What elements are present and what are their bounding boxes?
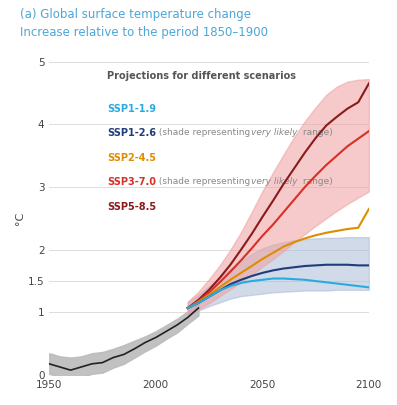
Text: range): range) — [300, 128, 333, 137]
Text: (shade representing: (shade representing — [156, 177, 253, 186]
Text: SSP1-2.6: SSP1-2.6 — [107, 128, 156, 139]
Text: SSP5-8.5: SSP5-8.5 — [107, 202, 156, 212]
Text: very likely: very likely — [251, 128, 297, 137]
Text: range): range) — [300, 177, 333, 186]
Text: (shade representing: (shade representing — [156, 128, 253, 137]
Text: SSP3-7.0: SSP3-7.0 — [107, 177, 156, 187]
Text: very likely: very likely — [251, 177, 297, 186]
Y-axis label: °C: °C — [15, 212, 25, 225]
Text: (a) Global surface temperature change: (a) Global surface temperature change — [20, 8, 251, 21]
Text: Increase relative to the period 1850–1900: Increase relative to the period 1850–190… — [20, 26, 268, 39]
Text: SSP1-1.9: SSP1-1.9 — [107, 104, 156, 114]
Text: Projections for different scenarios: Projections for different scenarios — [107, 71, 296, 81]
Text: SSP2-4.5: SSP2-4.5 — [107, 153, 156, 163]
